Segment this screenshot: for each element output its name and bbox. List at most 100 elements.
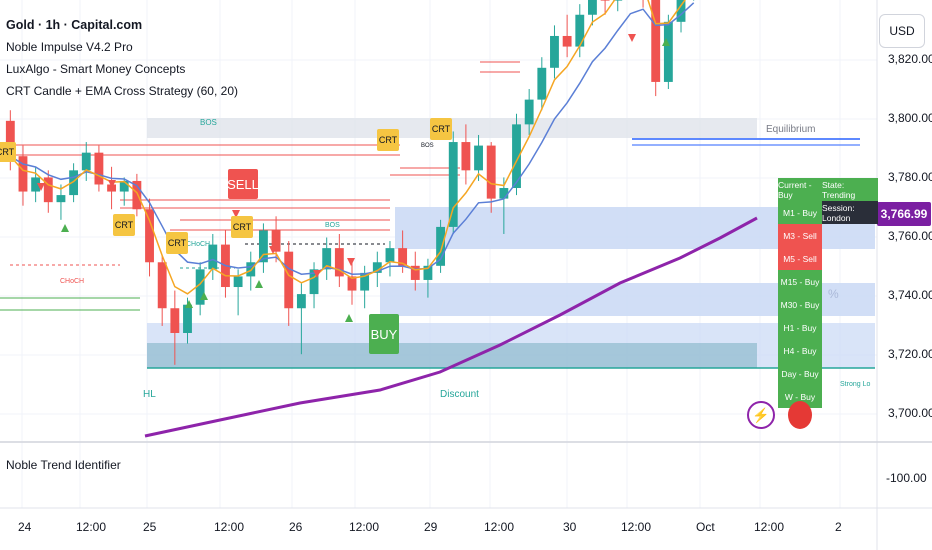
buy-signal[interactable]: BUY <box>369 314 399 354</box>
candle-body <box>309 269 319 295</box>
timeframe-signal: W - Buy <box>778 385 822 408</box>
timeframe-status <box>822 385 878 408</box>
candle-body <box>360 272 370 291</box>
candle-body <box>5 120 15 157</box>
equilibrium-zone <box>147 118 757 138</box>
lightning-icon[interactable]: ⚡ <box>747 401 775 429</box>
trend-line <box>144 216 758 438</box>
candle-body <box>372 262 382 273</box>
time-label: 12:00 <box>349 520 380 534</box>
choch-label-mid: CHoCH <box>186 241 211 248</box>
symbol-title[interactable]: Gold · 1h · Capital.com <box>6 18 143 32</box>
price-label: 3,700.00 <box>888 406 932 420</box>
last-price-tag: 3,766.99 <box>877 202 931 226</box>
candle-body <box>195 269 205 305</box>
timeframe-row: Current - Buy State: Trending <box>778 178 878 201</box>
discount-zone-inner <box>147 343 757 368</box>
bos-label-mid: BOS <box>325 222 340 229</box>
timeframe-status <box>822 339 878 362</box>
candle-body <box>461 142 471 171</box>
candle-body <box>69 170 79 196</box>
indicator-legend-3[interactable]: CRT Candle + EMA Cross Strategy (60, 20) <box>6 84 238 98</box>
timeframe-status: State: Trending <box>822 178 878 201</box>
time-label: 25 <box>143 520 157 534</box>
discount-label: Discount <box>440 389 479 400</box>
chart-legend: Gold · 1h · Capital.com Noble Impulse V4… <box>6 14 238 102</box>
equilibrium-label: Equilibrium <box>766 124 816 135</box>
timeframe-signal: Day - Buy <box>778 362 822 385</box>
price-label: 3,720.00 <box>888 347 932 361</box>
candle-body <box>56 195 66 203</box>
percent-label: % <box>828 287 839 301</box>
subpane-title[interactable]: Noble Trend Identifier <box>6 458 121 472</box>
signal-triangles <box>37 34 670 322</box>
hl-label: HL <box>143 389 156 400</box>
candle-body <box>423 265 433 280</box>
candle-body <box>208 244 218 270</box>
candle-body <box>145 209 154 263</box>
sell-signal[interactable]: SELL <box>227 169 259 199</box>
timeframe-signal: M15 - Buy <box>778 270 822 293</box>
crt-badge-5: CRT <box>377 129 399 151</box>
timeframe-signal: H4 - Buy <box>778 339 822 362</box>
candle-body <box>258 230 268 263</box>
bos-label-top: BOS <box>200 118 217 127</box>
timeframe-row: M15 - Buy <box>778 270 878 293</box>
timeframe-signal: M5 - Sell <box>778 247 822 270</box>
candle-body <box>613 0 623 1</box>
time-label: 12:00 <box>621 520 652 534</box>
candle-body <box>170 308 180 333</box>
crt-badge-4: CRT <box>231 216 253 238</box>
price-label: 3,820.00 <box>888 52 932 66</box>
price-label: 3,740.00 <box>888 288 932 302</box>
timeframe-signal: M1 - Buy <box>778 201 822 224</box>
time-label: 12:00 <box>214 520 245 534</box>
timeframe-row: H4 - Buy <box>778 339 878 362</box>
crt-badge-3: CRT <box>166 232 188 254</box>
subpane-axis-label: -100.00 <box>886 471 927 485</box>
timeframe-status <box>822 362 878 385</box>
candle-body <box>107 184 116 192</box>
candle-body <box>183 304 192 333</box>
price-label: 3,760.00 <box>888 229 932 243</box>
timeframe-signal: Current - Buy <box>778 178 822 201</box>
time-label: 12:00 <box>484 520 515 534</box>
candle-body <box>132 180 142 210</box>
candle-body <box>119 180 129 192</box>
indicator-legend-1[interactable]: Noble Impulse V4.2 Pro <box>6 40 133 54</box>
crt-levels <box>0 61 520 311</box>
timeframe-status <box>822 247 878 270</box>
candle-body <box>550 35 559 68</box>
candle-body <box>663 21 673 82</box>
time-label: 12:00 <box>76 520 107 534</box>
crt-badge-2: CRT <box>113 214 135 236</box>
candle-body <box>385 248 395 263</box>
candle-body <box>31 177 41 192</box>
candle-body <box>271 230 281 252</box>
candle-body <box>600 0 610 1</box>
bos-label-small: BOS <box>421 143 434 149</box>
timeframe-row: W - Buy <box>778 385 878 408</box>
candle-body <box>651 0 661 82</box>
timeframe-status <box>822 270 878 293</box>
timeframe-status <box>822 316 878 339</box>
candle-body <box>537 67 547 100</box>
indicator-legend-2[interactable]: LuxAlgo - Smart Money Concepts <box>6 62 186 76</box>
timeframe-status <box>822 293 878 316</box>
time-label: 30 <box>563 520 577 534</box>
candle-body <box>448 142 458 227</box>
candle-body <box>436 226 446 266</box>
candle-body <box>43 177 53 203</box>
candle-body <box>474 145 483 171</box>
choch-label-left: CHoCH <box>60 278 85 285</box>
candle-body <box>562 35 572 47</box>
candle-body <box>524 99 534 125</box>
timeframe-row: M1 - Buy Session: London <box>778 201 878 224</box>
us-flag-icon <box>788 401 812 429</box>
timeframe-row: M3 - Sell <box>778 224 878 247</box>
currency-button[interactable]: USD <box>879 14 925 48</box>
price-label: 3,780.00 <box>888 170 932 184</box>
candle-body <box>588 0 597 15</box>
crt-badge-1: CRT <box>0 142 16 162</box>
candle-body <box>284 251 294 309</box>
